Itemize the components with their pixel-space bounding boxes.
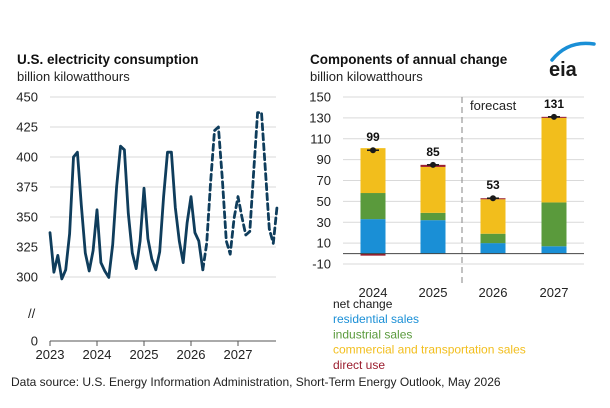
- right-x-tick-label: 2025: [419, 285, 448, 300]
- left-y-tick-label: 400: [16, 150, 38, 165]
- bar-segment-residential: [541, 246, 567, 254]
- right-y-tick-label: 10: [317, 236, 331, 251]
- left-y-tick-label: 0: [31, 334, 38, 349]
- right-chart-bars: 99 85 53 131: [360, 97, 567, 256]
- right-y-tick-label: 30: [317, 215, 331, 230]
- left-x-tick-label: 2023: [36, 347, 65, 362]
- net-change-marker: [490, 195, 496, 202]
- left-y-tick-label: 350: [16, 210, 38, 225]
- bar-segment-industrial: [480, 233, 506, 244]
- right-y-tick-label: -10: [312, 257, 331, 272]
- forecast-consumption-line: [201, 111, 279, 272]
- net-change-label: 85: [426, 145, 440, 159]
- right-y-tick-label: 110: [310, 131, 331, 146]
- data-source-note: Data source: U.S. Energy Information Adm…: [11, 375, 501, 389]
- bar-segment-direct_use: [360, 253, 386, 256]
- right-y-tick-label: 50: [317, 194, 331, 209]
- right-chart-title: Components of annual change: [310, 52, 508, 67]
- left-y-tick-label: 375: [16, 180, 38, 195]
- bar-segment-commercial: [480, 199, 506, 234]
- left-chart-unit: billion kilowatthours: [17, 69, 130, 84]
- net-change-label: 99: [366, 130, 380, 144]
- bar-segment-commercial: [541, 117, 567, 203]
- right-x-tick-label: 2026: [479, 285, 508, 300]
- left-y-tick-label: 450: [16, 90, 38, 105]
- right-x-tick-label: 2024: [359, 285, 388, 300]
- bar-segment-residential: [480, 243, 506, 254]
- left-y-tick-label: 325: [16, 240, 38, 255]
- right-y-tick-label: 90: [317, 152, 331, 167]
- right-y-tick-label: 70: [317, 173, 331, 188]
- right-x-tick-label: 2027: [540, 285, 569, 300]
- net-change-marker: [551, 113, 557, 120]
- right-y-tick-label: 150: [309, 90, 331, 105]
- bar-segment-commercial: [420, 166, 446, 213]
- legend-entry: direct use: [333, 358, 385, 372]
- net-change-marker: [430, 161, 436, 168]
- legend-entry: industrial sales: [333, 327, 412, 341]
- right-chart-axes: -10 10 30 50 70 90 110 130 150 2024 2025 2026 2027: [309, 90, 584, 300]
- bar-segment-residential: [360, 219, 386, 254]
- bar-segment-industrial: [420, 212, 446, 221]
- left-chart-title: U.S. electricity consumption: [17, 52, 199, 67]
- legend-entry: commercial and transportation sales: [333, 343, 526, 357]
- legend-entry: net change: [333, 297, 393, 311]
- left-x-tick-label: 2026: [177, 347, 206, 362]
- left-chart-axes: 0 300 325 350 375 400 425 450 // 2023 2024 2025 2026…: [16, 90, 276, 362]
- left-x-tick-label: 2027: [224, 347, 253, 362]
- eia-logo-text: eia: [549, 59, 578, 81]
- left-chart-series: [48, 111, 279, 281]
- bar-segment-commercial: [360, 148, 386, 194]
- left-y-tick-label: 425: [16, 120, 38, 135]
- right-y-tick-label: 130: [309, 110, 331, 125]
- left-x-tick-label: 2025: [130, 347, 159, 362]
- eia-logo-arc: [550, 41, 596, 62]
- eia-logo: eia: [549, 41, 596, 81]
- net-change-label: 131: [544, 97, 564, 111]
- right-chart-unit: billion kilowatthours: [310, 69, 423, 84]
- net-change-label: 53: [486, 178, 500, 192]
- legend-entry: residential sales: [333, 312, 419, 326]
- historical-consumption-line: [48, 144, 205, 281]
- net-change-marker: [370, 147, 376, 154]
- forecast-label: forecast: [470, 98, 517, 113]
- left-x-tick-label: 2024: [83, 347, 112, 362]
- bar-segment-industrial: [360, 193, 386, 220]
- left-axis-break-label: //: [28, 306, 36, 321]
- left-y-tick-label: 300: [16, 270, 38, 285]
- bar-segment-residential: [420, 220, 446, 254]
- bar-segment-industrial: [541, 202, 567, 247]
